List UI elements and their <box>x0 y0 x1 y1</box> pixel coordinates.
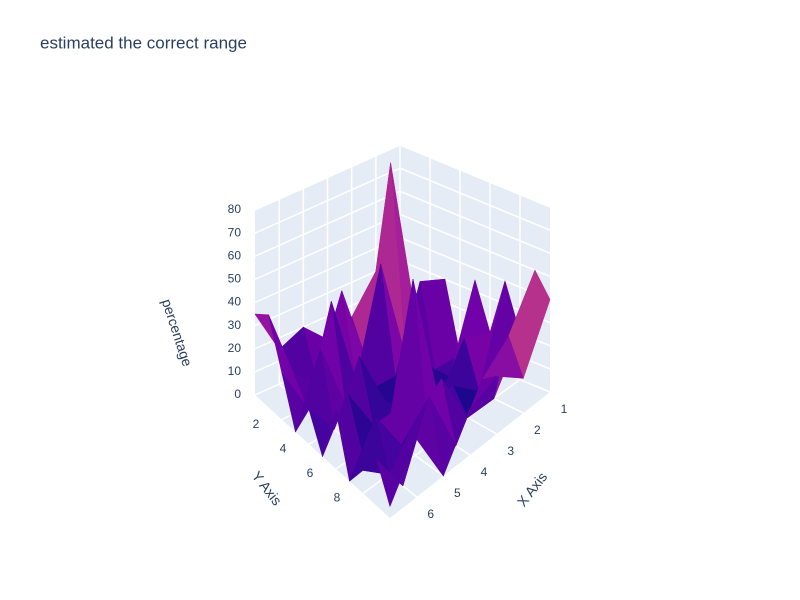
z-tick-label: 0 <box>234 387 241 401</box>
grid-line <box>254 190 401 257</box>
grid-line <box>254 213 401 281</box>
x-tick-label: 5 <box>454 486 461 500</box>
surface-cell <box>376 438 418 507</box>
z-tick-label: 20 <box>228 341 242 355</box>
x-axis-title: X Axis <box>514 469 551 510</box>
grid-line <box>254 167 401 234</box>
z-tick-label: 80 <box>228 202 242 216</box>
y-tick-label: 8 <box>334 491 341 505</box>
grid-line <box>254 144 401 211</box>
x-tick-label: 3 <box>507 444 514 458</box>
x-tick-label: 2 <box>534 423 541 437</box>
grid-line <box>399 213 551 278</box>
grid-line <box>399 167 551 231</box>
grid-line <box>254 236 401 304</box>
z-tick-label: 50 <box>228 272 242 286</box>
z-tick-label: 40 <box>228 295 242 309</box>
grid-line <box>399 144 551 208</box>
x-tick-label: 1 <box>561 402 568 416</box>
z-tick-label: 70 <box>228 225 242 239</box>
chart-title: estimated the correct range <box>40 33 247 52</box>
grid-line <box>399 190 551 254</box>
y-tick-label: 6 <box>307 466 314 480</box>
z-tick-label: 10 <box>228 364 242 378</box>
z-tick-label: 30 <box>228 318 242 332</box>
y-tick-label: 2 <box>253 417 260 431</box>
y-tick-label: 4 <box>280 441 287 455</box>
y-axis-title: Y Axis <box>249 468 285 508</box>
x-tick-label: 4 <box>481 465 488 479</box>
grid-line <box>399 236 551 301</box>
x-tick-label: 6 <box>427 507 434 521</box>
z-axis-title: percentage <box>159 297 196 369</box>
z-tick-label: 60 <box>228 248 242 262</box>
